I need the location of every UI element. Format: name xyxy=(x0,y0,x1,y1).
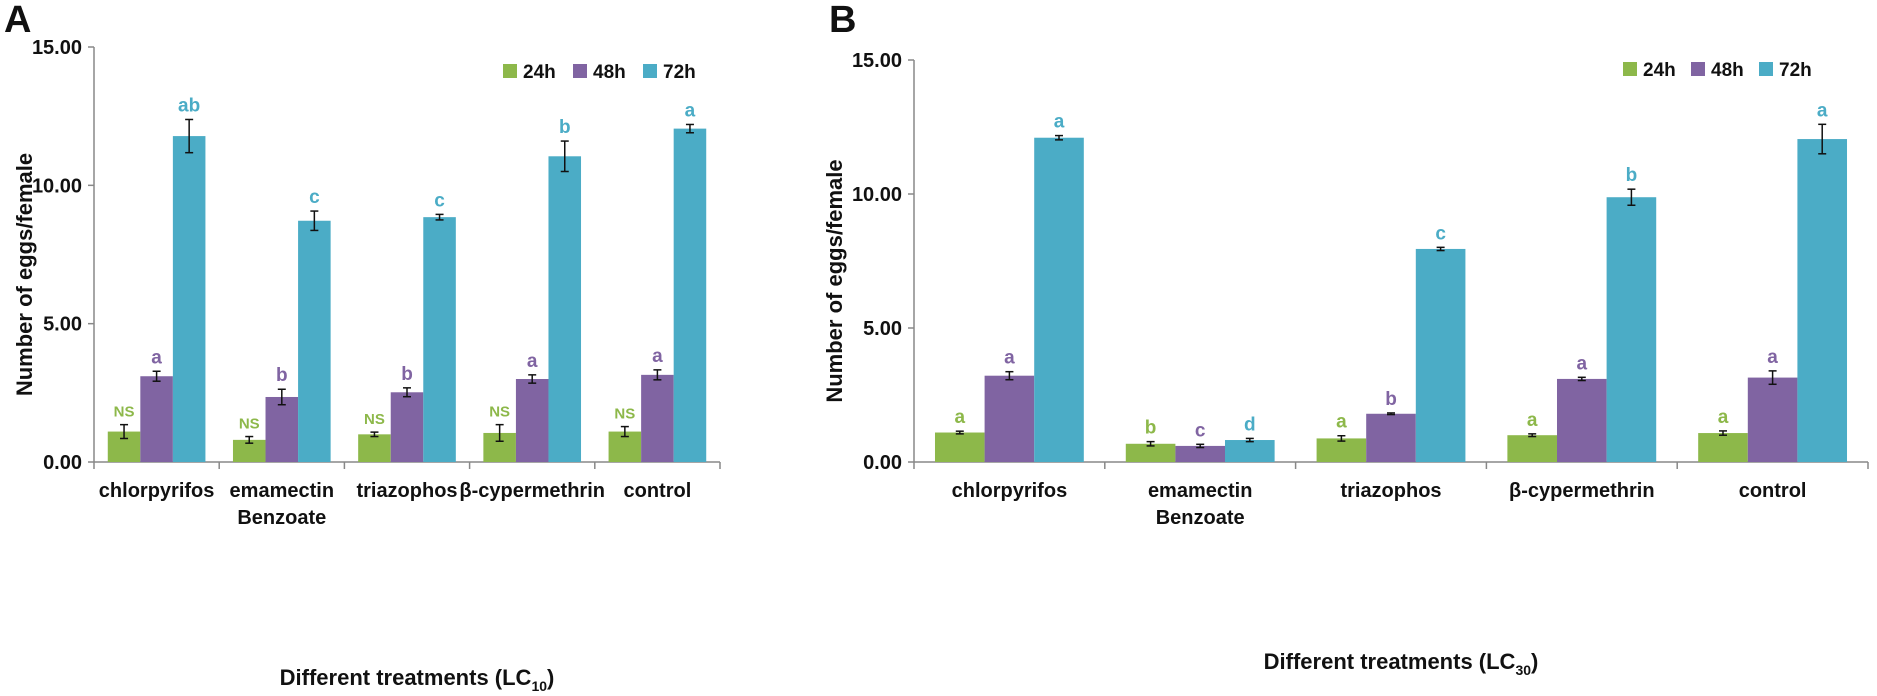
bar-72h xyxy=(298,220,331,462)
significance-label: a xyxy=(1527,410,1538,431)
significance-label: a xyxy=(1004,348,1015,369)
significance-label: a xyxy=(1817,100,1828,121)
legend-swatch-24h xyxy=(1623,62,1637,76)
panel-label: B xyxy=(829,0,856,41)
bar-24h xyxy=(934,432,985,462)
x-category-label: emamectin xyxy=(230,480,335,502)
bar-72h xyxy=(1225,440,1275,462)
bar-48h xyxy=(1175,445,1226,462)
y-tick-label: 15.00 xyxy=(852,50,902,72)
x-category-label: control xyxy=(1739,480,1807,502)
bar-48h xyxy=(984,375,1035,462)
bar-24h xyxy=(1316,438,1367,462)
chart-panel-b: B 0.00 5.00 10.00 15.00 Number of eggs/female… xyxy=(822,0,1869,678)
significance-label: a xyxy=(151,347,162,368)
legend-swatch-72h xyxy=(643,64,657,78)
bar-24h xyxy=(1507,435,1557,462)
bar-48h xyxy=(140,376,173,462)
significance-label: ab xyxy=(178,95,200,116)
significance-label: b xyxy=(401,364,413,385)
legend-swatch-24h xyxy=(503,64,517,78)
significance-label: a xyxy=(527,351,538,372)
significance-label: d xyxy=(1244,414,1256,435)
x-category-label: chlorpyrifos xyxy=(99,480,215,502)
bar-24h xyxy=(1698,433,1748,462)
x-category-label: β-cypermethrin xyxy=(459,480,605,502)
bar-72h xyxy=(673,128,707,462)
bar-72h xyxy=(423,217,456,462)
significance-label: NS xyxy=(489,404,510,421)
bar-48h xyxy=(515,379,549,462)
x-category-label: Benzoate xyxy=(1156,507,1245,529)
significance-label: NS xyxy=(614,406,635,423)
significance-label: a xyxy=(1577,353,1588,374)
significance-label: c xyxy=(1435,223,1446,244)
bar-72h xyxy=(1797,139,1848,462)
significance-label: a xyxy=(652,346,663,367)
significance-label: NS xyxy=(239,416,260,433)
bar-48h xyxy=(390,392,424,462)
y-axis-label: Number of eggs/female xyxy=(822,159,847,402)
legend-label-48h: 48h xyxy=(1711,60,1744,81)
significance-label: b xyxy=(1145,418,1157,439)
chart-panel-a: A 0.00 5.00 10.00 15.00 Number of eggs/female… xyxy=(4,0,721,694)
legend-label-72h: 72h xyxy=(663,62,696,83)
significance-label: c xyxy=(1195,420,1206,441)
significance-label: a xyxy=(955,407,966,428)
significance-label: b xyxy=(559,117,571,138)
bar-48h xyxy=(1747,377,1798,462)
bar-72h xyxy=(1034,137,1084,462)
x-axis-label: Different treatments (LC10) xyxy=(280,665,555,694)
legend-label-48h: 48h xyxy=(593,62,626,83)
significance-label: a xyxy=(1336,412,1347,433)
legend-swatch-72h xyxy=(1759,62,1773,76)
legend-label-24h: 24h xyxy=(523,62,556,83)
significance-label: NS xyxy=(364,411,385,428)
bar-24h xyxy=(232,439,266,462)
bar-48h xyxy=(265,396,299,462)
y-tick-label: 10.00 xyxy=(852,184,902,206)
significance-label: c xyxy=(309,187,320,208)
significance-label: a xyxy=(1718,407,1729,428)
x-category-label: control xyxy=(624,480,692,502)
y-tick-label: 10.00 xyxy=(32,175,82,197)
significance-label: a xyxy=(1767,347,1778,368)
significance-label: a xyxy=(1054,112,1065,133)
bar-24h xyxy=(1125,443,1176,462)
x-category-label: triazophos xyxy=(356,480,457,502)
y-tick-label: 5.00 xyxy=(43,314,82,336)
x-axis-label: Different treatments (LC30) xyxy=(1264,649,1539,678)
bar-48h xyxy=(1366,413,1416,462)
bar-48h xyxy=(1556,378,1607,462)
significance-label: b xyxy=(276,365,288,386)
x-category-label: emamectin xyxy=(1148,480,1253,502)
bar-24h xyxy=(358,434,391,462)
legend-label-72h: 72h xyxy=(1779,60,1812,81)
significance-label: a xyxy=(685,100,696,121)
significance-label: c xyxy=(434,190,445,211)
significance-label: b xyxy=(1626,165,1638,186)
bar-48h xyxy=(641,374,674,462)
bar-72h xyxy=(1606,197,1657,462)
legend-swatch-48h xyxy=(1691,62,1705,76)
x-category-label: triazophos xyxy=(1340,480,1441,502)
legend-swatch-48h xyxy=(573,64,587,78)
bar-72h xyxy=(1415,248,1466,462)
panel-label: A xyxy=(4,0,31,41)
x-category-label: Benzoate xyxy=(237,507,326,529)
y-tick-label: 0.00 xyxy=(863,452,902,474)
bar-72h xyxy=(172,136,206,462)
x-category-label: β-cypermethrin xyxy=(1509,480,1655,502)
legend-label-24h: 24h xyxy=(1643,60,1676,81)
bar-72h xyxy=(548,156,582,463)
y-tick-label: 5.00 xyxy=(863,318,902,340)
y-tick-label: 15.00 xyxy=(32,37,82,59)
y-axis-label: Number of eggs/female xyxy=(12,153,37,396)
significance-label: b xyxy=(1385,389,1397,410)
x-category-label: chlorpyrifos xyxy=(952,480,1068,502)
y-tick-label: 0.00 xyxy=(43,452,82,474)
significance-label: NS xyxy=(114,404,135,421)
